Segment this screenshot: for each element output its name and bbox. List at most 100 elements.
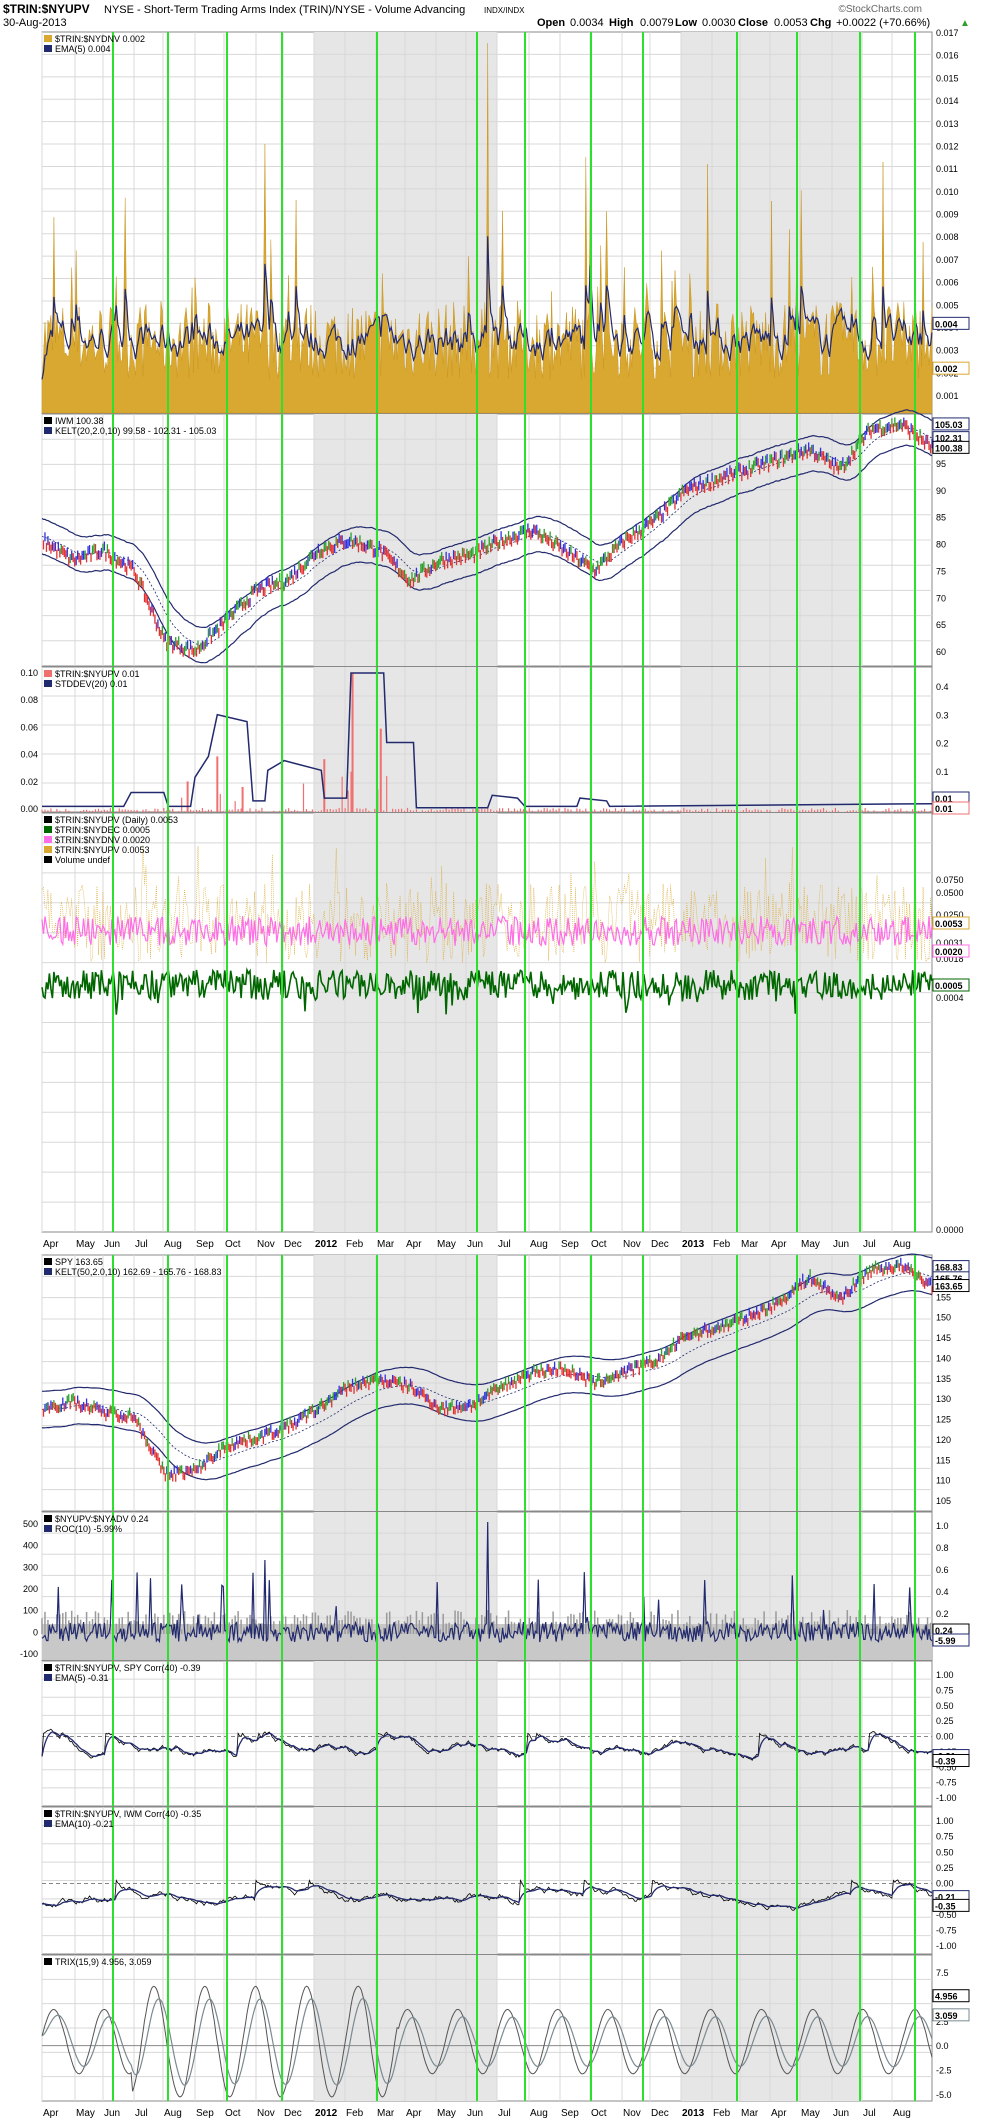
- y-tick-label: 1.00: [936, 1816, 954, 1826]
- value-box: [932, 1989, 970, 2003]
- low-label: Low: [675, 17, 697, 29]
- y-tick-label: 0.1: [936, 767, 949, 777]
- y-tick-label: 0.006: [936, 278, 959, 288]
- y-tick-label-left: 0.02: [20, 777, 38, 787]
- y-tick-label: 60: [936, 647, 946, 657]
- legend-swatch: [44, 1268, 52, 1275]
- y-tick-label: 65: [936, 620, 946, 630]
- y-tick-label: 80: [936, 540, 946, 550]
- value-box: [932, 916, 970, 930]
- legend-text: $TRIN:$NYUPV, IWM Corr(40) -0.35: [55, 1809, 201, 1819]
- x-tick-label-top: Aug: [164, 1239, 182, 1250]
- legend-text: KELT(50,2.0,10) 162.69 - 165.76 - 168.83: [55, 1267, 221, 1277]
- x-tick-label-bottom: Dec: [284, 2108, 302, 2119]
- legend-swatch: [44, 816, 52, 823]
- x-tick-label-bottom: Apr: [43, 2108, 59, 2119]
- value-box-text: 0.01: [935, 794, 953, 804]
- value-box: [932, 361, 970, 375]
- y-tick-label: 140: [936, 1353, 951, 1363]
- y-tick-label: 0.0000: [936, 1225, 964, 1235]
- exchange: INDX/INDX: [484, 6, 525, 15]
- value-box-text: 105.03: [935, 420, 963, 430]
- x-tick-label-top: May: [76, 1239, 95, 1250]
- value-box-text: 0.002: [935, 364, 958, 374]
- y-tick-label: 0.0: [936, 2041, 949, 2051]
- y-tick-label: -0.75: [936, 1925, 957, 1935]
- value-box-text: 0.0005: [935, 981, 963, 991]
- y-tick-label: 130: [936, 1394, 951, 1404]
- value-box-text: 165.76: [935, 1274, 963, 1284]
- y-tick-label: 0.008: [936, 232, 959, 242]
- value-box-text: 0.24: [935, 1626, 953, 1636]
- y-tick-label: 0.4: [936, 682, 949, 692]
- value-box: [932, 2008, 970, 2022]
- x-tick-label-top: Nov: [257, 1239, 275, 1250]
- value-box: [932, 1279, 970, 1293]
- y-tick-label: 0.013: [936, 119, 959, 129]
- value-box-text: 102.31: [935, 434, 963, 444]
- y-tick-label: 0.50: [936, 1701, 954, 1711]
- open-label: Open: [537, 17, 565, 29]
- y-tick-label: 0.001: [936, 391, 959, 401]
- x-tick-label-bottom: Nov: [257, 2108, 275, 2119]
- value-box: [932, 944, 970, 958]
- y-tick-label: 0.012: [936, 141, 959, 151]
- y-tick-label: 120: [936, 1435, 951, 1445]
- x-tick-label-top: Aug: [530, 1239, 548, 1250]
- y-tick-label-left: 0.00: [20, 804, 38, 814]
- legend-swatch: [44, 826, 52, 833]
- x-tick-label-top: Apr: [43, 1239, 59, 1250]
- x-tick-label-top: Oct: [225, 1239, 241, 1250]
- x-tick-label-top: Jul: [135, 1239, 148, 1250]
- x-tick-label-bottom: Sep: [196, 2108, 214, 2119]
- legend-text: KELT(20,2.0,10) 99.58 - 102.31 - 105.03: [55, 426, 216, 436]
- symbol-description: NYSE - Short-Term Trading Arms Index (TR…: [104, 4, 465, 16]
- x-tick-label-top: Jun: [467, 1239, 483, 1250]
- value-box-text: 0.01: [935, 804, 953, 814]
- corr-ema-line: [41, 1883, 933, 1909]
- x-tick-label-top: Sep: [196, 1239, 214, 1250]
- panel-p8: $TRIN:$NYUPV, IWM Corr(40) -0.35EMA(10) …: [41, 1806, 970, 1955]
- y-tick-label: 0.25: [936, 1863, 954, 1873]
- value-box: [932, 1753, 970, 1767]
- x-tick-label-top: 2012: [315, 1239, 338, 1250]
- legend-text: STDDEV(20) 0.01: [55, 679, 128, 689]
- y-tick-label: 0.009: [936, 210, 959, 220]
- x-tick-label-top: Dec: [284, 1239, 302, 1250]
- legend-swatch: [44, 1664, 52, 1671]
- y-tick-label: 105: [936, 1496, 951, 1506]
- x-tick-label-top: May: [801, 1239, 820, 1250]
- y-tick-label: 85: [936, 513, 946, 523]
- x-tick-label-bottom: Feb: [713, 2108, 731, 2119]
- y-tick-label: 0.016: [936, 51, 959, 61]
- trix-line: [41, 1985, 933, 2098]
- x-tick-label-bottom: May: [76, 2108, 95, 2119]
- x-tick-label-top: Jun: [104, 1239, 120, 1250]
- x-tick-label-bottom: Apr: [406, 2108, 422, 2119]
- y-tick-label-left: 100: [23, 1606, 38, 1616]
- low-value: 0.0030: [702, 17, 736, 29]
- y-tick-label: 0.75: [936, 1685, 954, 1695]
- x-tick-label-top: Mar: [741, 1239, 759, 1250]
- chg-up-arrow-icon: ▲: [960, 18, 970, 29]
- x-tick-label-top: Nov: [623, 1239, 641, 1250]
- x-tick-label-bottom: May: [437, 2108, 456, 2119]
- y-tick-label-left: 0.06: [20, 722, 38, 732]
- value-box-text: 4.956: [935, 1992, 958, 2002]
- high-label: High: [609, 17, 634, 29]
- y-tick-label: 90: [936, 486, 946, 496]
- kelt-lower-line: [41, 1289, 933, 1481]
- x-tick-label-bottom: Jul: [498, 2108, 511, 2119]
- value-box-text: 0.0020: [935, 947, 963, 957]
- value-box-text: -5.99: [935, 1636, 956, 1646]
- x-tick-label-top: Apr: [771, 1239, 787, 1250]
- y-tick-label: 95: [936, 459, 946, 469]
- y-tick-label: -2.5: [936, 2066, 952, 2076]
- y-tick-label: 0.011: [936, 164, 958, 174]
- x-tick-label-top: Apr: [406, 1239, 422, 1250]
- x-tick-label-top: Aug: [893, 1239, 911, 1250]
- legend-text: TRIX(15,9) 4.956, 3.059: [55, 1957, 152, 1967]
- kelt-lower-line: [41, 444, 933, 664]
